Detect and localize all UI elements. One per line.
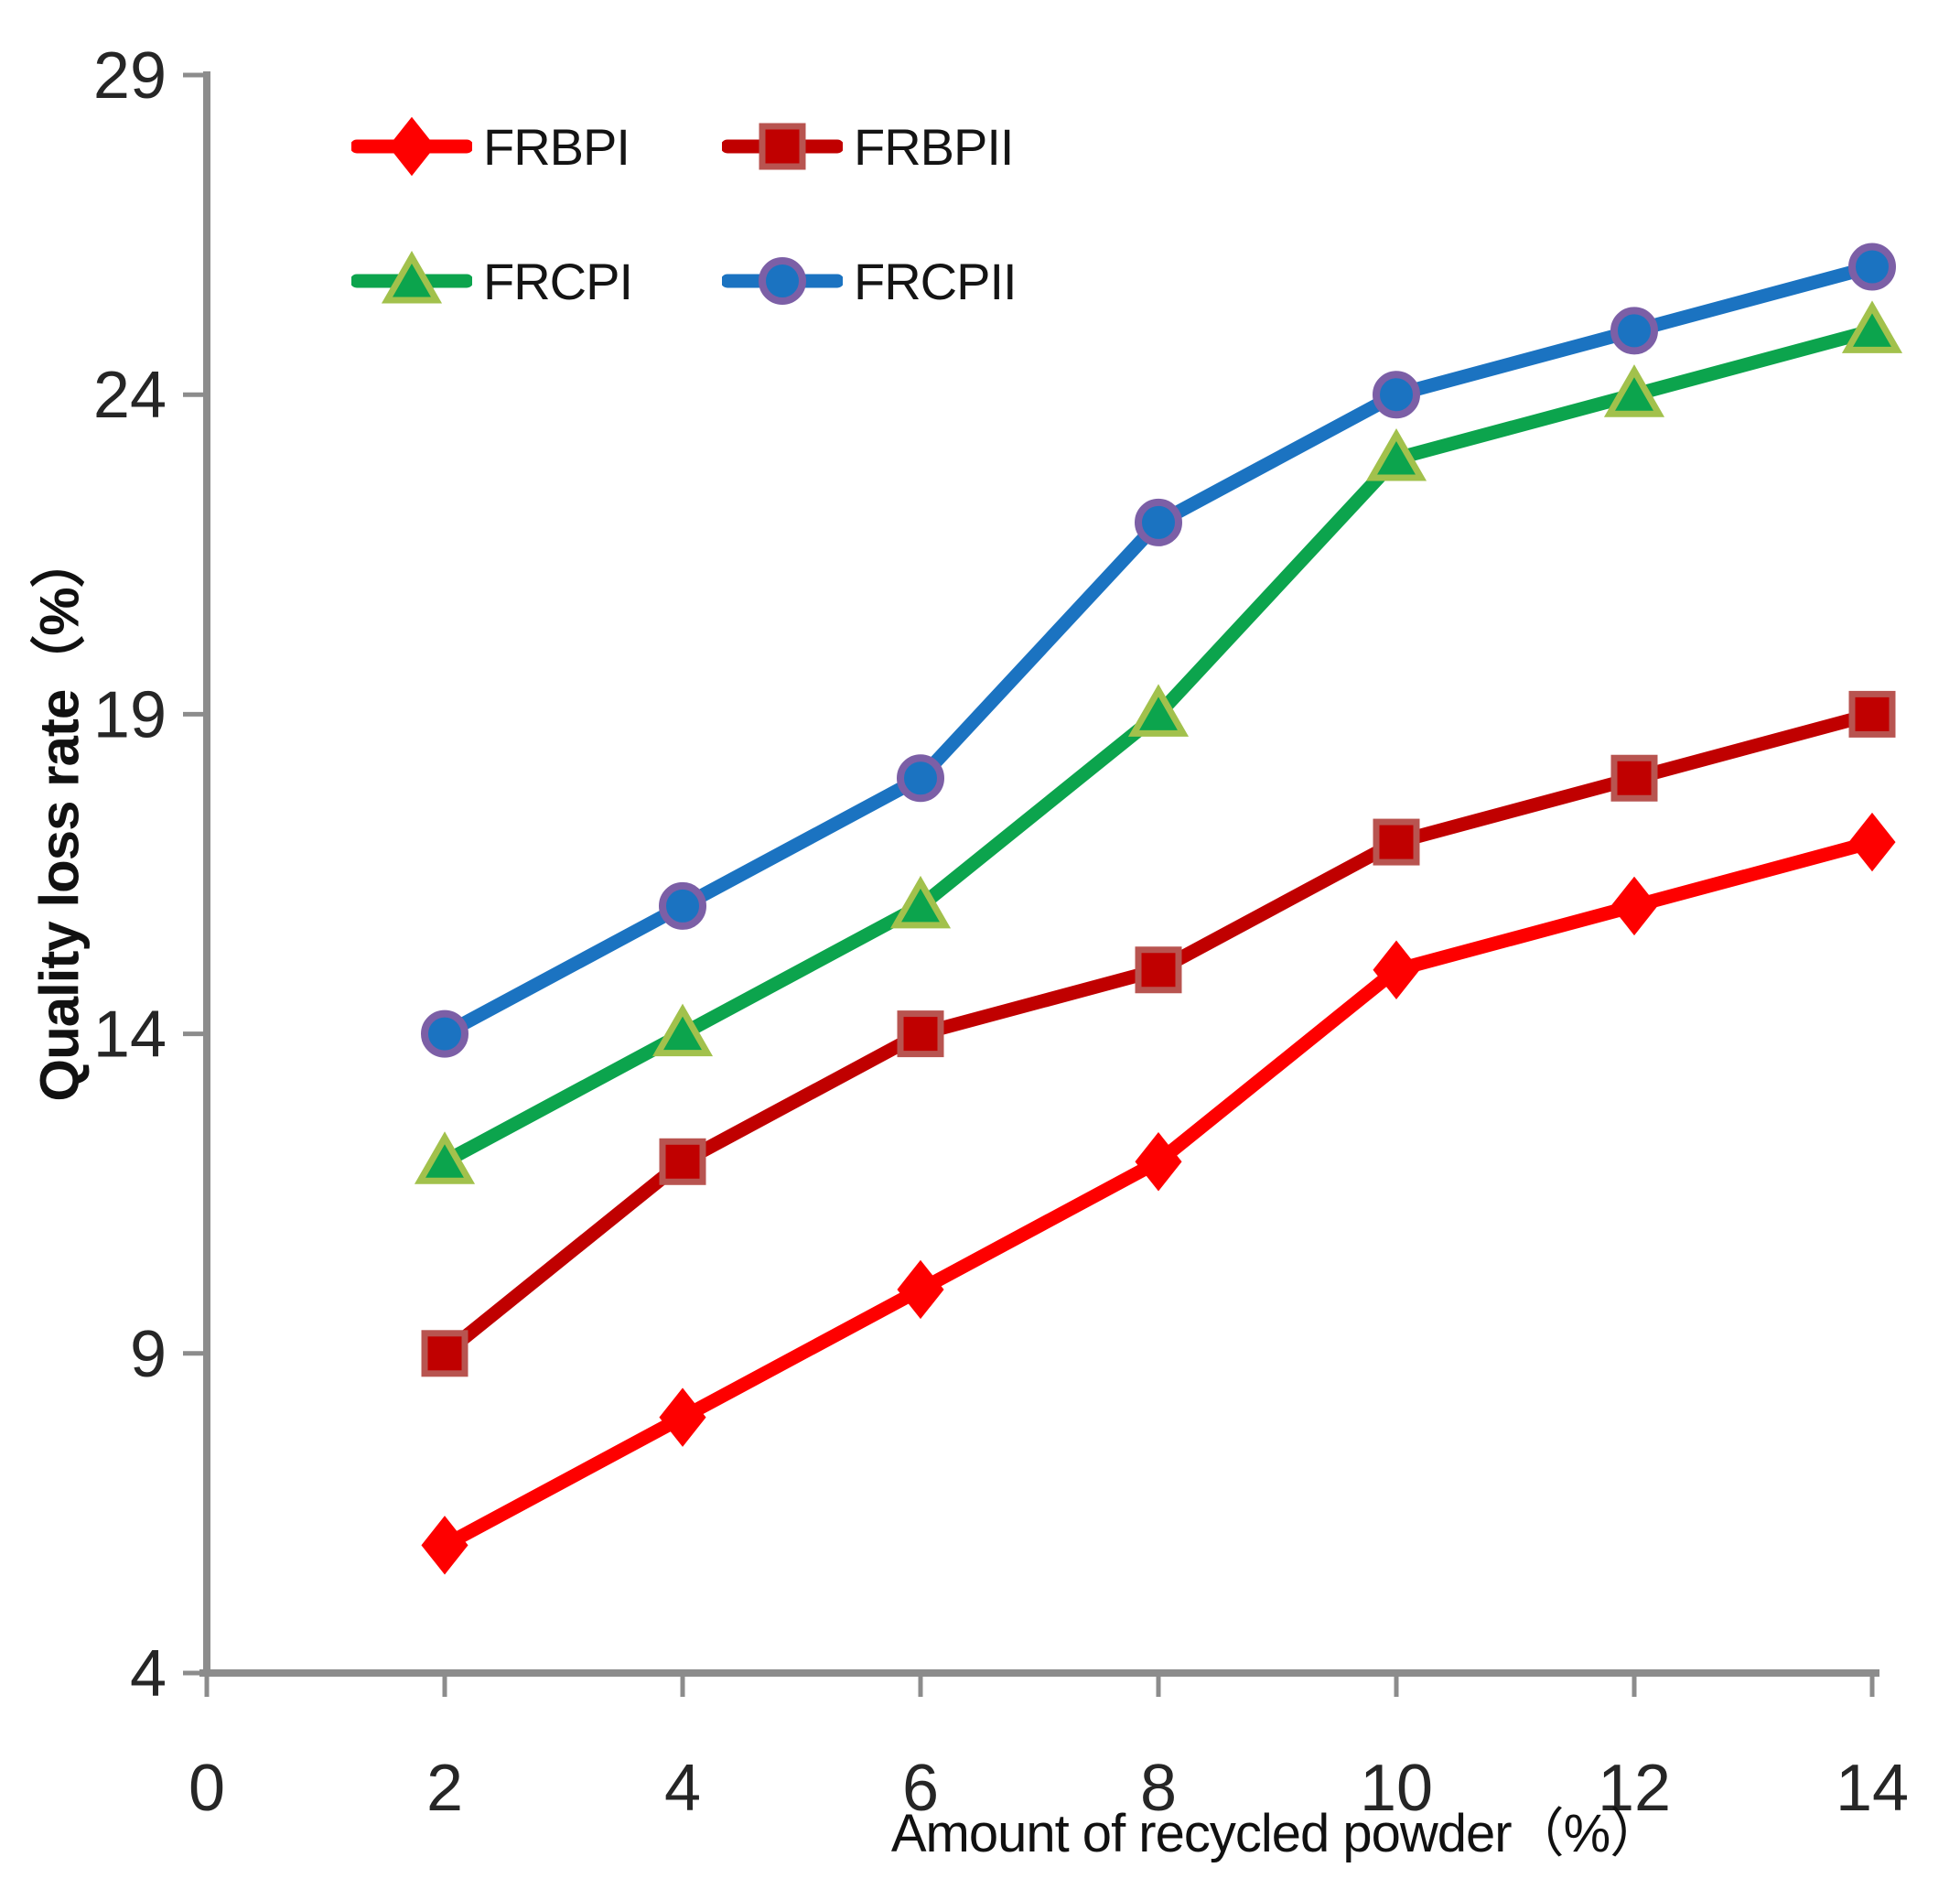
marker-square-icon — [1610, 754, 1658, 802]
marker-triangle-icon — [381, 250, 443, 304]
marker-square-icon — [421, 1330, 468, 1377]
legend-swatch-triangle-icon — [351, 250, 472, 304]
legend-label-frcpii: FRCPII — [854, 252, 1018, 310]
series-line-frcpi — [437, 323, 1879, 1169]
marker-diamond-icon — [1610, 876, 1658, 936]
legend-swatch-square-icon — [722, 123, 843, 170]
legend-label-frbpi: FRBPI — [483, 117, 630, 176]
legend-swatch-diamond-icon — [351, 116, 472, 177]
x-tick-label: 12 — [1598, 1752, 1671, 1825]
legend-item-frbpi: FRBPI — [351, 113, 630, 179]
y-tick-label: 19 — [93, 678, 167, 751]
legend-label-frcpi: FRCPI — [483, 252, 633, 310]
marker-square-icon — [1848, 690, 1896, 738]
x-tick-label: 10 — [1360, 1752, 1433, 1825]
x-tick-label: 14 — [1836, 1752, 1909, 1825]
marker-triangle-icon — [889, 875, 952, 929]
y-tick-label: 29 — [93, 39, 167, 113]
marker-circle-icon — [1373, 371, 1420, 419]
marker-triangle-icon — [414, 1131, 476, 1184]
y-tick-label: 24 — [93, 359, 167, 432]
marker-diamond-icon — [1135, 1132, 1182, 1192]
marker-triangle-icon — [1127, 684, 1190, 737]
legend-label-frbpii: FRBPII — [854, 117, 1014, 176]
marker-circle-icon — [759, 257, 806, 305]
marker-circle-icon — [1135, 498, 1182, 546]
marker-square-icon — [659, 1138, 706, 1185]
marker-square-icon — [897, 1010, 944, 1058]
marker-diamond-icon — [897, 1259, 944, 1320]
y-tick-label: 9 — [130, 1318, 167, 1391]
marker-triangle-icon — [1603, 364, 1665, 417]
marker-diamond-icon — [388, 116, 436, 177]
marker-circle-icon — [1848, 243, 1896, 291]
marker-circle-icon — [1610, 307, 1658, 355]
marker-square-icon — [1373, 818, 1420, 866]
y-axis-title: Quality loss rate（%） — [28, 533, 91, 1102]
marker-circle-icon — [421, 1009, 468, 1058]
y-tick-label: 14 — [93, 999, 167, 1072]
x-tick-label: 6 — [902, 1752, 939, 1825]
marker-diamond-icon — [659, 1387, 706, 1447]
marker-triangle-icon — [1365, 428, 1427, 481]
legend-swatch-circle-icon — [722, 257, 843, 305]
marker-square-icon — [1135, 946, 1182, 994]
marker-square-icon — [759, 123, 806, 170]
legend-item-frbpii: FRBPII — [722, 113, 1014, 179]
y-tick-label: 4 — [130, 1637, 167, 1711]
legend-item-frcpii: FRCPII — [722, 248, 1018, 314]
marker-circle-icon — [897, 754, 944, 803]
x-tick-label: 4 — [664, 1752, 701, 1825]
marker-circle-icon — [659, 881, 706, 930]
series-line-frbpii — [437, 707, 1879, 1361]
x-tick-label: 0 — [188, 1752, 225, 1825]
x-tick-label: 2 — [426, 1752, 463, 1825]
x-axis-title: Amount of recycled powder（%） — [890, 1804, 1663, 1863]
marker-triangle-icon — [652, 1003, 714, 1057]
marker-triangle-icon — [1841, 300, 1903, 353]
marker-diamond-icon — [421, 1516, 468, 1575]
x-tick-label: 8 — [1140, 1752, 1177, 1825]
marker-diamond-icon — [1848, 812, 1896, 872]
legend-item-frcpi: FRCPI — [351, 248, 633, 314]
marker-diamond-icon — [1373, 940, 1420, 999]
